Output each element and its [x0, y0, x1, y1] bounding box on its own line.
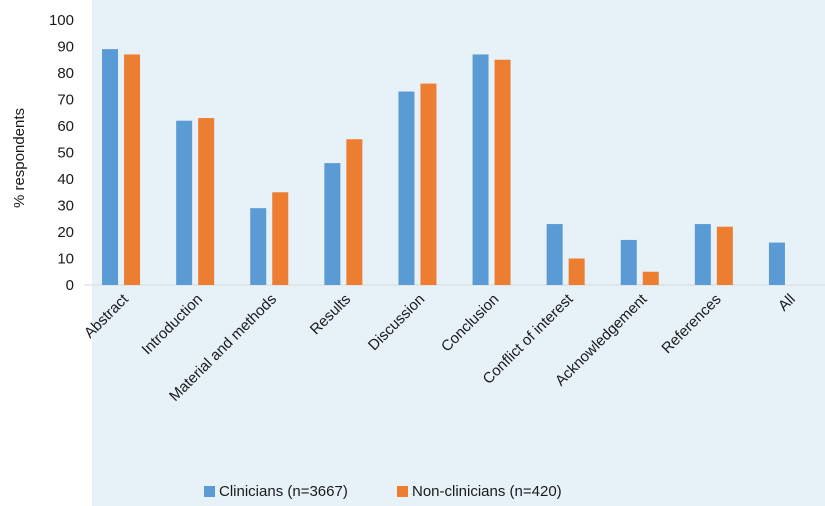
- bar-non-clinicians: [346, 139, 363, 285]
- y-tick-label: 100: [49, 12, 74, 29]
- y-axis-label: % respondents: [11, 108, 28, 208]
- bar-non-clinicians: [568, 258, 585, 285]
- y-tick-label: 20: [57, 224, 74, 241]
- bar-non-clinicians: [420, 83, 437, 285]
- bar-non-clinicians: [716, 226, 733, 285]
- bar-clinicians: [694, 224, 711, 285]
- bar-clinicians: [250, 208, 267, 285]
- bar-clinicians: [324, 163, 341, 285]
- bar-non-clinicians: [642, 271, 659, 285]
- y-tick-label: 80: [57, 65, 74, 82]
- bar-clinicians: [398, 91, 415, 285]
- bar-clinicians: [176, 120, 193, 285]
- y-tick-label: 70: [57, 92, 74, 109]
- category-label: All: [775, 291, 799, 315]
- category-label: Abstract: [81, 290, 133, 342]
- category-label: Results: [307, 291, 354, 338]
- y-tick-label: 50: [57, 145, 74, 162]
- y-tick-label: 40: [57, 171, 74, 188]
- y-tick-label: 60: [57, 118, 74, 135]
- category-label: Introduction: [139, 291, 206, 358]
- category-label: Discussion: [365, 291, 428, 354]
- bar-clinicians: [472, 54, 489, 286]
- y-tick-label: 0: [66, 277, 74, 294]
- legend-swatch: [397, 486, 408, 497]
- bar-clinicians: [102, 49, 119, 286]
- y-tick-labels: 0 10 20 30 40 50 60 70 80 90 100: [49, 12, 74, 294]
- bar-non-clinicians: [272, 192, 289, 285]
- legend: Clinicians (n=3667) Non-clinicians (n=420…: [204, 483, 562, 500]
- bar-non-clinicians: [494, 59, 511, 285]
- category-label: References: [658, 291, 724, 357]
- y-tick-label: 90: [57, 39, 74, 56]
- y-tick-label: 10: [57, 251, 74, 268]
- bar-clinicians: [768, 242, 785, 285]
- y-tick-label: 30: [57, 198, 74, 215]
- legend-label: Clinicians (n=3667): [219, 483, 348, 500]
- bars: [102, 49, 785, 286]
- bar-non-clinicians: [124, 54, 141, 286]
- category-label: Conclusion: [438, 291, 503, 356]
- bar-non-clinicians: [198, 118, 215, 285]
- bar-clinicians: [546, 224, 563, 285]
- legend-label: Non-clinicians (n=420): [412, 483, 562, 500]
- bar-clinicians: [620, 239, 637, 285]
- legend-swatch: [204, 486, 215, 497]
